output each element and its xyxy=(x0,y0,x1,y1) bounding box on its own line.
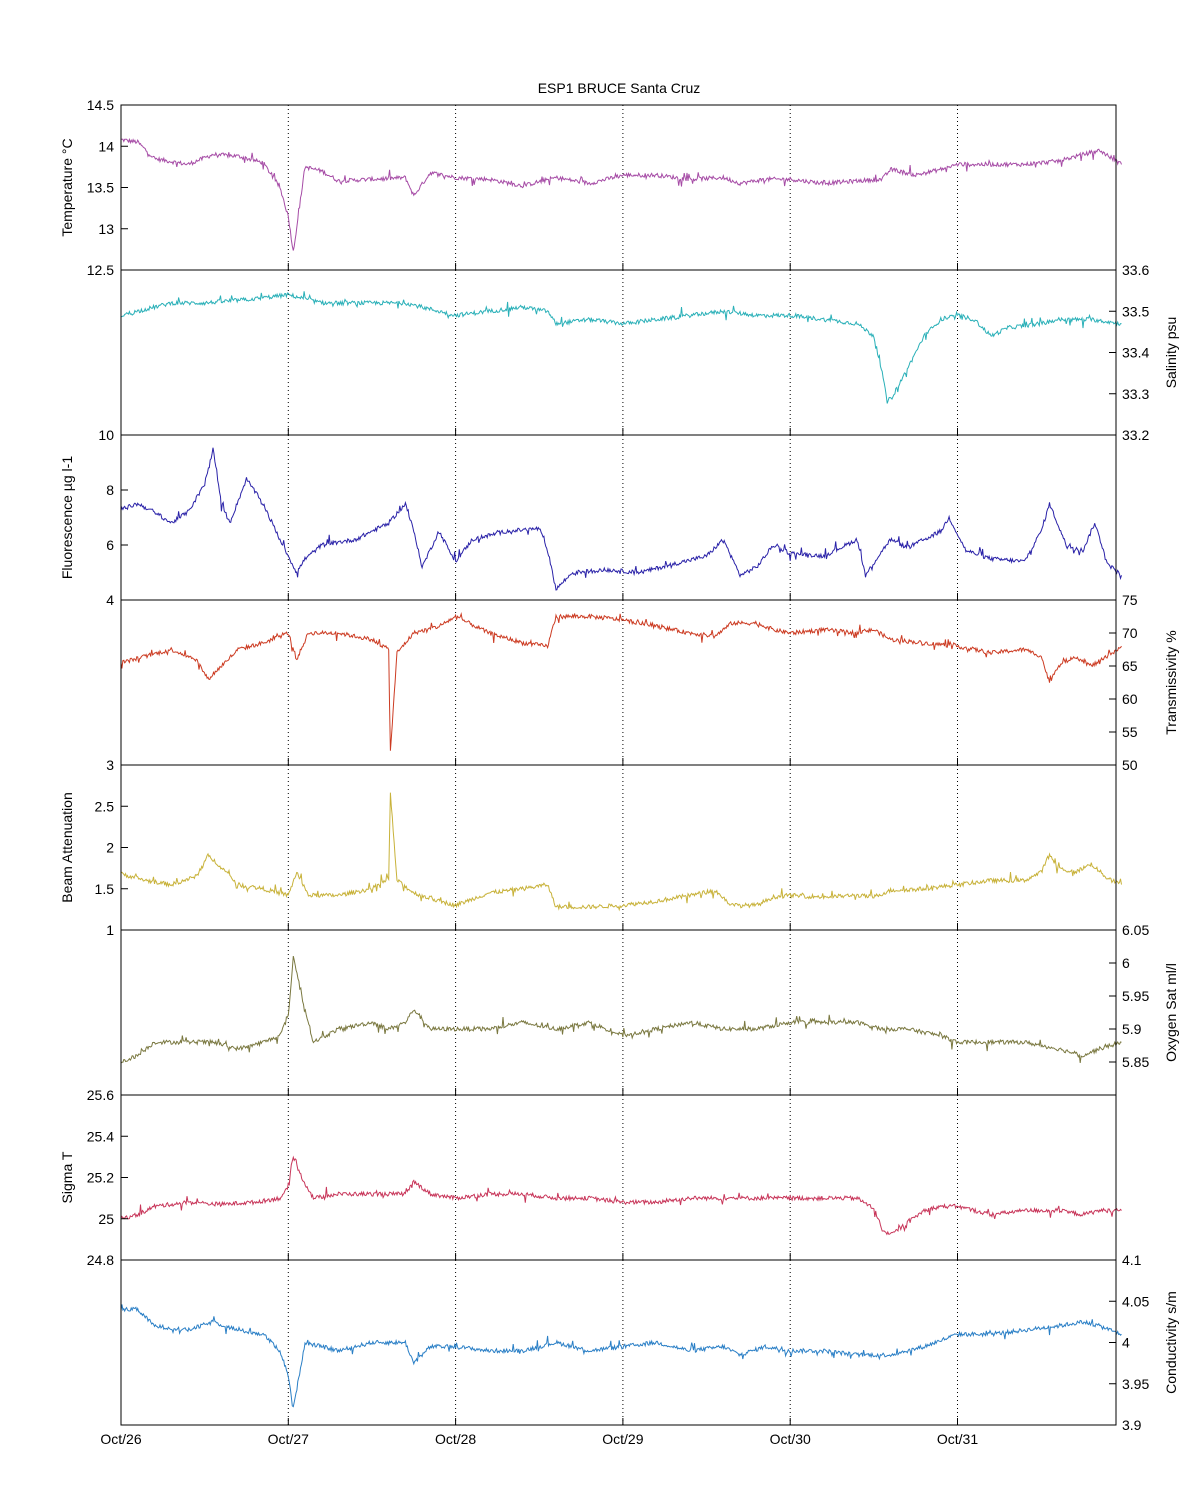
y-tick-label: 4 xyxy=(1122,1335,1130,1351)
y-axis-label: Fluorescence µg l-1 xyxy=(59,456,75,579)
y-tick-label: 3.95 xyxy=(1122,1376,1149,1392)
y-tick-label: 33.2 xyxy=(1122,427,1149,443)
y-axis-label: Salinity psu xyxy=(1163,317,1179,389)
y-tick-label: 25.2 xyxy=(87,1170,114,1186)
y-tick-label: 55 xyxy=(1122,724,1138,740)
y-axis-label: Transmissivity % xyxy=(1163,630,1179,735)
x-tick-label: Oct/30 xyxy=(770,1431,811,1447)
y-tick-label: 3 xyxy=(106,757,114,773)
y-axis-label: Oxygen Sat ml/l xyxy=(1163,963,1179,1062)
series-line-7 xyxy=(120,1155,1122,1236)
x-tick-label: Oct/31 xyxy=(937,1431,978,1447)
y-tick-label: 5.9 xyxy=(1122,1021,1142,1037)
y-tick-label: 14.5 xyxy=(87,97,114,113)
series-line-6 xyxy=(120,955,1122,1064)
x-tick-label: Oct/26 xyxy=(100,1431,141,1447)
y-tick-label: 65 xyxy=(1122,658,1138,674)
y-tick-label: 33.6 xyxy=(1122,262,1149,278)
x-axis: Oct/26 Oct/27 Oct/28 Oct/29 Oct/30 Oct/31 xyxy=(100,1431,978,1447)
y-tick-label: 25 xyxy=(98,1211,114,1227)
x-tick-label: Oct/28 xyxy=(435,1431,476,1447)
y-axis-label: Beam Attenuation xyxy=(59,792,75,903)
series-line-1 xyxy=(120,137,1122,251)
chart-title: ESP1 BRUCE Santa Cruz xyxy=(538,80,701,96)
series-line-8 xyxy=(120,1304,1122,1408)
y-axis-label: Conductivity s/m xyxy=(1163,1291,1179,1394)
series-line-5 xyxy=(120,792,1122,912)
y-tick-label: 12.5 xyxy=(87,262,114,278)
y-tick-label: 1 xyxy=(106,922,114,938)
panel-4: 50 55 60 65 70 75 Transmissivity % xyxy=(120,592,1179,773)
x-tick-label: Oct/27 xyxy=(268,1431,309,1447)
y-tick-label: 14 xyxy=(98,138,114,154)
y-tick-label: 6.05 xyxy=(1122,922,1149,938)
y-tick-label: 3.9 xyxy=(1122,1417,1142,1433)
y-tick-label: 70 xyxy=(1122,625,1138,641)
series-line-2 xyxy=(121,291,1122,404)
panel-8: 3.9 3.95 4 4.05 4.1 Conductivity s/m xyxy=(120,1252,1179,1433)
y-tick-label: 50 xyxy=(1122,757,1138,773)
y-axis-label: Sigma T xyxy=(59,1151,75,1203)
y-tick-label: 24.8 xyxy=(87,1252,114,1268)
y-tick-label: 6 xyxy=(106,537,114,553)
y-tick-label: 4.05 xyxy=(1122,1293,1149,1309)
y-tick-label: 4.1 xyxy=(1122,1252,1142,1268)
y-tick-label: 2 xyxy=(106,840,114,856)
y-tick-label: 10 xyxy=(98,427,114,443)
x-tick-label: Oct/29 xyxy=(602,1431,643,1447)
y-tick-label: 60 xyxy=(1122,691,1138,707)
panel-6: 5.85 5.9 5.95 6 6.05 Oxygen Sat ml/l xyxy=(120,922,1179,1096)
y-tick-label: 6 xyxy=(1122,955,1130,971)
y-tick-label: 13 xyxy=(98,221,114,237)
y-tick-label: 5.85 xyxy=(1122,1054,1149,1070)
y-tick-label: 1.5 xyxy=(95,881,115,897)
y-tick-label: 25.6 xyxy=(87,1087,114,1103)
y-tick-label: 2.5 xyxy=(95,798,115,814)
series-line-4 xyxy=(120,612,1122,751)
y-tick-label: 25.4 xyxy=(87,1128,114,1144)
y-axis-label: Temperature °C xyxy=(59,138,75,236)
y-tick-label: 33.5 xyxy=(1122,303,1149,319)
y-tick-label: 33.3 xyxy=(1122,386,1149,402)
series-line-3 xyxy=(120,447,1122,591)
y-tick-label: 5.95 xyxy=(1122,988,1149,1004)
y-tick-label: 8 xyxy=(106,482,114,498)
y-tick-label: 13.5 xyxy=(87,180,114,196)
y-tick-label: 75 xyxy=(1122,592,1138,608)
y-tick-label: 4 xyxy=(106,592,114,608)
y-tick-label: 33.4 xyxy=(1122,345,1149,361)
